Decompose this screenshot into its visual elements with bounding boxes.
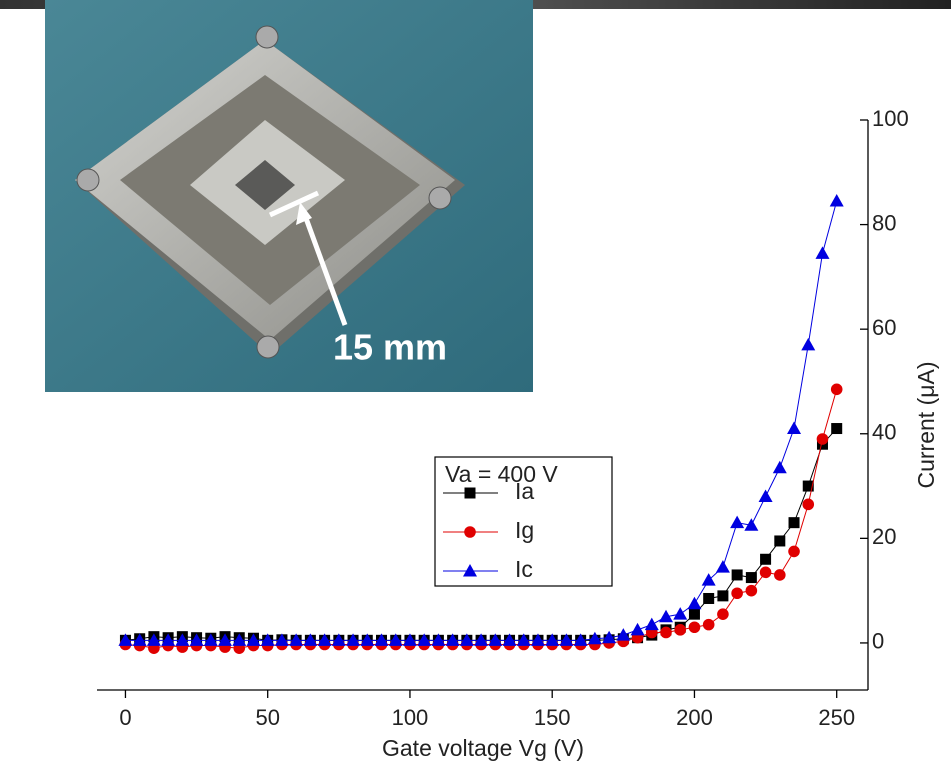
marker bbox=[787, 422, 801, 435]
marker bbox=[717, 608, 729, 620]
x-tick-label: 50 bbox=[255, 705, 279, 730]
marker bbox=[689, 621, 701, 633]
legend-marker bbox=[465, 488, 476, 499]
marker bbox=[673, 607, 687, 620]
marker bbox=[732, 569, 743, 580]
marker bbox=[746, 572, 757, 583]
legend-label: Ia bbox=[515, 478, 534, 504]
y-tick-label: 100 bbox=[872, 106, 909, 131]
marker bbox=[788, 546, 800, 558]
legend-marker bbox=[464, 526, 476, 538]
y-tick-label: 40 bbox=[872, 420, 896, 445]
marker bbox=[687, 597, 701, 610]
x-tick-label: 100 bbox=[392, 705, 429, 730]
marker bbox=[674, 624, 686, 636]
marker bbox=[802, 499, 814, 511]
marker bbox=[789, 517, 800, 528]
legend-title: Va = 400 V bbox=[445, 461, 558, 487]
y-tick-label: 80 bbox=[872, 210, 896, 235]
marker bbox=[717, 590, 728, 601]
legend-label: Ic bbox=[515, 556, 533, 582]
marker bbox=[703, 593, 714, 604]
marker bbox=[831, 423, 842, 434]
marker bbox=[746, 585, 758, 597]
x-tick-label: 0 bbox=[119, 705, 131, 730]
marker bbox=[830, 194, 844, 207]
marker bbox=[731, 587, 743, 599]
marker bbox=[660, 627, 672, 639]
marker bbox=[759, 490, 773, 503]
marker bbox=[773, 461, 787, 474]
marker bbox=[631, 623, 645, 636]
x-tick-label: 150 bbox=[534, 705, 571, 730]
marker bbox=[760, 567, 772, 579]
marker bbox=[703, 619, 715, 631]
y-axis-label: Current (μA) bbox=[913, 362, 939, 489]
y-tick-label: 20 bbox=[872, 524, 896, 549]
marker bbox=[817, 433, 829, 445]
marker bbox=[774, 535, 785, 546]
inset-photo: 15 mm bbox=[45, 0, 533, 392]
marker bbox=[730, 516, 744, 529]
marker bbox=[645, 618, 659, 631]
marker bbox=[831, 384, 843, 396]
marker bbox=[815, 246, 829, 259]
legend-label: Ig bbox=[515, 517, 534, 543]
marker bbox=[689, 609, 700, 620]
x-axis-label: Gate voltage Vg (V) bbox=[382, 735, 584, 761]
inset-label: 15 mm bbox=[333, 327, 447, 368]
x-tick-label: 250 bbox=[818, 705, 855, 730]
y-tick-label: 60 bbox=[872, 315, 896, 340]
x-tick-label: 200 bbox=[676, 705, 713, 730]
y-tick-label: 0 bbox=[872, 629, 884, 654]
marker bbox=[801, 338, 815, 351]
marker bbox=[716, 560, 730, 573]
chart: 15 mm Gate voltage Vg (V) Current (μA) V… bbox=[0, 0, 951, 778]
marker bbox=[774, 569, 786, 581]
marker bbox=[760, 554, 771, 565]
